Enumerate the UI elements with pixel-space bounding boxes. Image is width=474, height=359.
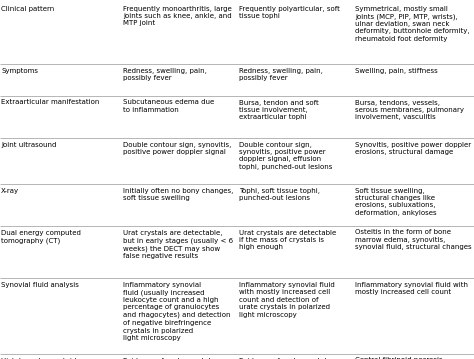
Text: Subcutaneous edema due
to inflammation: Subcutaneous edema due to inflammation xyxy=(123,99,214,113)
Text: Redness, swelling, pain,
possibly fever: Redness, swelling, pain, possibly fever xyxy=(239,67,323,81)
Text: Double contour sign,
synovitis, positive power
doppler signal, effusion
tophi, p: Double contour sign, synovitis, positive… xyxy=(239,141,332,170)
Text: Double contour sign, synovitis,
positive power doppler signal: Double contour sign, synovitis, positive… xyxy=(123,141,231,155)
Text: Bursa, tendons, vessels,
serous membranes, pulmonary
involvement, vasculitis: Bursa, tendons, vessels, serous membrane… xyxy=(355,99,464,121)
Text: Soft tissue swelling,
structural changes like
erosions, subluxations,
deformatio: Soft tissue swelling, structural changes… xyxy=(355,187,437,216)
Text: Central fibrinoid necrosis
surrounded by histiocytes and
epitheloid cells: Central fibrinoid necrosis surrounded by… xyxy=(355,358,461,359)
Text: Inflammatory synovial fluid with
mostly increased cell count: Inflammatory synovial fluid with mostly … xyxy=(355,281,468,295)
Text: Frequently monoarthritis, large
joints such as knee, ankle, and
MTP joint: Frequently monoarthritis, large joints s… xyxy=(123,5,232,27)
Text: Swelling, pain, stiffness: Swelling, pain, stiffness xyxy=(355,67,438,74)
Text: Osteitis in the form of bone
marrow edema, synovitis,
synovial fluid, structural: Osteitis in the form of bone marrow edem… xyxy=(355,229,472,251)
Text: Extraarticular manifestation: Extraarticular manifestation xyxy=(1,99,100,106)
Text: Symmetrical, mostly small
joints (MCP, PIP, MTP, wrists),
ulnar deviation, swan : Symmetrical, mostly small joints (MCP, P… xyxy=(355,5,470,42)
Text: Inflammatory synovial fluid
with mostly increased cell
count and detection of
ur: Inflammatory synovial fluid with mostly … xyxy=(239,281,335,317)
Text: Joint ultrasound: Joint ultrasound xyxy=(1,141,56,148)
Text: Dual energy computed
tomography (CT): Dual energy computed tomography (CT) xyxy=(1,229,81,243)
Text: Initially often no bony changes,
soft tissue swelling: Initially often no bony changes, soft ti… xyxy=(123,187,233,201)
Text: Evidence of urate crystals: Evidence of urate crystals xyxy=(123,358,214,359)
Text: Urat crystals are detectable,
but in early stages (usually < 6
weeks) the DECT m: Urat crystals are detectable, but in ear… xyxy=(123,229,233,259)
Text: Synovial fluid analysis: Synovial fluid analysis xyxy=(1,281,79,288)
Text: Synovitis, positive power doppler
erosions, structural damage: Synovitis, positive power doppler erosio… xyxy=(355,141,471,155)
Text: Bursa, tendon and soft
tissue involvement,
extraarticular tophi: Bursa, tendon and soft tissue involvemen… xyxy=(239,99,319,121)
Text: Inflammatory synovial
fluid (usually increased
leukocyte count and a high
percen: Inflammatory synovial fluid (usually inc… xyxy=(123,281,230,341)
Text: Frequently polyarticular, soft
tissue tophi: Frequently polyarticular, soft tissue to… xyxy=(239,5,340,19)
Text: Urat crystals are detectable
if the mass of crystals is
high enough: Urat crystals are detectable if the mass… xyxy=(239,229,336,251)
Text: Clinical pattern: Clinical pattern xyxy=(1,5,54,11)
Text: Histology rheumatoid
nodules/gouty tophus: Histology rheumatoid nodules/gouty tophu… xyxy=(1,358,77,359)
Text: X-ray: X-ray xyxy=(1,187,19,194)
Text: Redness, swelling, pain,
possibly fever: Redness, swelling, pain, possibly fever xyxy=(123,67,207,81)
Text: Symptoms: Symptoms xyxy=(1,67,38,74)
Text: Evidence of urate crystals: Evidence of urate crystals xyxy=(239,358,330,359)
Text: Tophi, soft tissue tophi,
punched-out lesions: Tophi, soft tissue tophi, punched-out le… xyxy=(239,187,320,201)
